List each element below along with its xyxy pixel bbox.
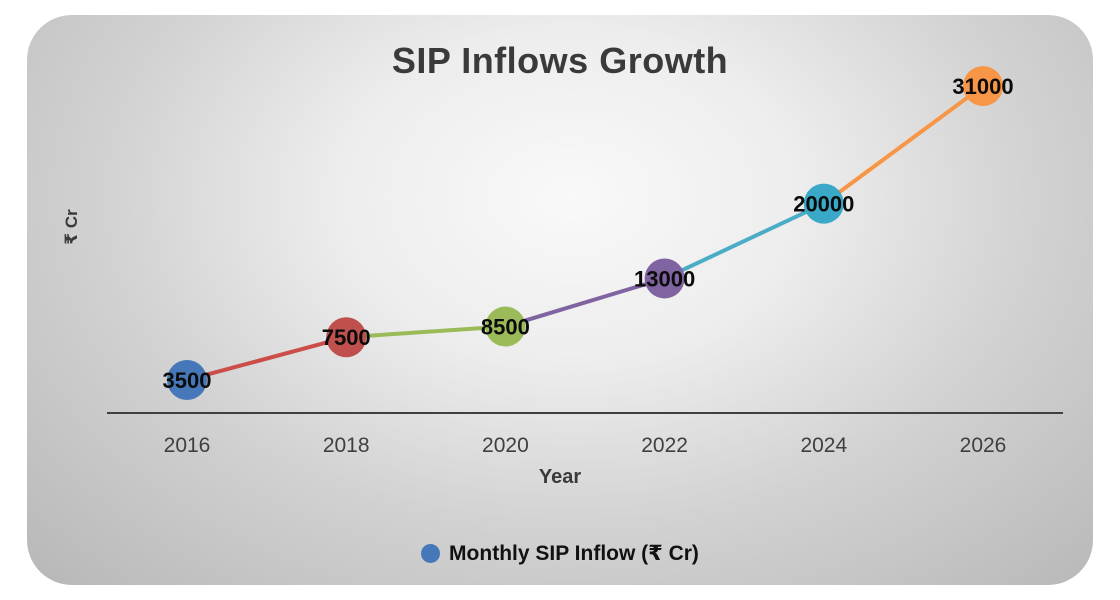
line-segment (185, 335, 349, 382)
data-point-label: 20000 (793, 192, 854, 217)
x-axis-title: Year (538, 466, 582, 488)
data-point-label: 8500 (481, 315, 530, 340)
line-segment (821, 84, 985, 206)
data-point-marker (963, 66, 1003, 107)
data-point-marker (167, 359, 207, 400)
line-segment (662, 201, 826, 281)
data-point-label: 3500 (163, 368, 212, 393)
data-point-label: 31000 (952, 74, 1013, 99)
legend-series-label: Monthly SIP Inflow (₹ Cr) (449, 542, 699, 565)
data-point-marker (485, 306, 526, 347)
x-tick-label: 2022 (641, 434, 688, 457)
data-point-marker (644, 258, 685, 299)
line-segment (503, 276, 667, 329)
data-point-marker (803, 183, 844, 224)
x-tick-label: 2018 (323, 434, 370, 457)
data-point-label: 7500 (322, 325, 371, 350)
x-tick-label: 2016 (164, 434, 211, 457)
legend-marker-icon (421, 544, 441, 563)
chart-legend: Monthly SIP Inflow (₹ Cr) (0, 541, 1120, 566)
data-point-label: 13000 (634, 266, 695, 291)
chart-card-background (27, 15, 1093, 585)
x-tick-label: 2020 (482, 434, 529, 457)
line-segment (344, 324, 508, 340)
chart-title: SIP Inflows Growth (391, 40, 729, 81)
data-point-marker (326, 317, 367, 358)
x-tick-label: 2024 (800, 434, 847, 457)
x-tick-label: 2026 (960, 434, 1007, 457)
